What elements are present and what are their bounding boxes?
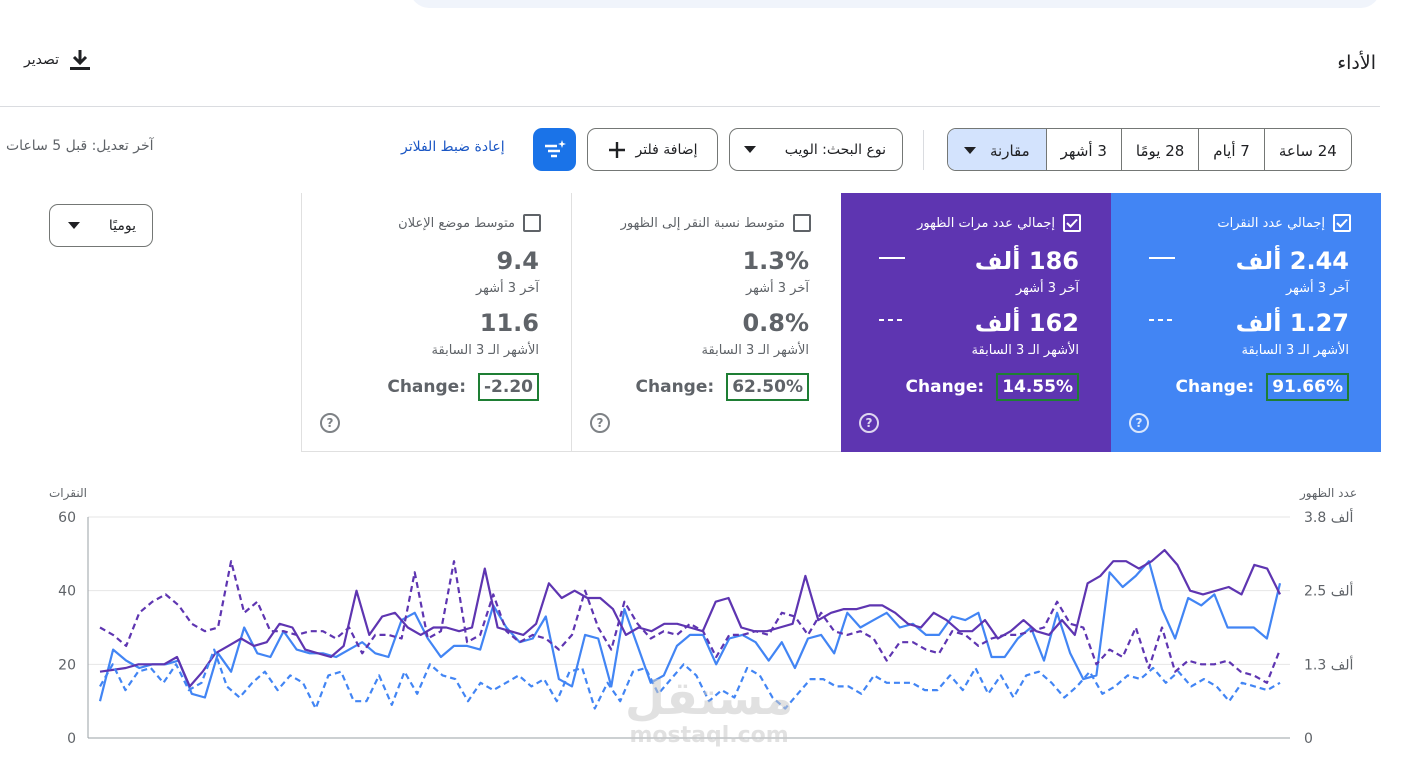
left-tick-label: 60 — [58, 510, 76, 526]
metric-value: 1.3% — [742, 247, 809, 275]
help-icon[interactable]: ? — [590, 413, 610, 433]
change-label: Change: — [387, 377, 466, 397]
add-filter-button[interactable]: إضافة فلتر — [587, 128, 718, 171]
metric-prev-label: الأشهر الـ 3 السابقة — [1241, 343, 1349, 358]
metric-card-ctr[interactable]: متوسط نسبة النقر إلى الظهور 1.3% آخر 3 أ… — [571, 193, 841, 452]
toolbar-divider — [923, 130, 924, 170]
checkbox-checked-icon[interactable] — [1063, 214, 1081, 232]
metric-title: متوسط موضع الإعلان — [398, 214, 541, 232]
chevron-down-icon — [744, 145, 756, 153]
right-tick-label: 2.5 ألف — [1304, 582, 1353, 600]
metric-title: إجمالي عدد مرات الظهور — [917, 214, 1081, 232]
chevron-down-icon — [964, 146, 976, 154]
left-axis-title: النقرات — [49, 486, 87, 500]
help-icon[interactable]: ? — [320, 413, 340, 433]
last-updated-text: آخر تعديل: قبل 5 ساعات — [6, 138, 154, 154]
series-line-3 — [99, 560, 1282, 684]
reset-filters-link[interactable]: إعادة ضبط الفلاتر — [401, 139, 505, 155]
metric-prev-label: الأشهر الـ 3 السابقة — [971, 343, 1079, 358]
change-label: Change: — [635, 377, 715, 397]
left-tick-label: 0 — [67, 731, 76, 747]
metric-change: Change: -2.20 — [387, 373, 539, 401]
metric-prev-value: 11.6 — [479, 309, 539, 337]
metric-value-label: آخر 3 أشهر — [1285, 281, 1349, 296]
range-3m[interactable]: 3 أشهر — [1045, 129, 1121, 170]
range-28d[interactable]: 28 يومًا — [1120, 129, 1199, 170]
watermark-url: mostaql.com — [629, 723, 789, 748]
metric-value: 9.4 — [496, 247, 539, 275]
plus-icon — [608, 141, 625, 158]
metric-title-label: متوسط موضع الإعلان — [398, 215, 515, 231]
metric-card-impressions[interactable]: إجمالي عدد مرات الظهور 186 ألف آخر 3 أشه… — [841, 193, 1111, 452]
change-value: 91.66% — [1266, 373, 1349, 401]
add-filter-label: إضافة فلتر — [635, 141, 698, 158]
search-bar-edge — [410, 0, 1380, 8]
metric-value-label: آخر 3 أشهر — [745, 281, 809, 296]
range-24h[interactable]: 24 ساعة — [1263, 129, 1351, 170]
right-tick-label: 1.3 ألف — [1304, 655, 1353, 673]
metric-card-clicks[interactable]: إجمالي عدد النقرات 2.44 ألف آخر 3 أشهر 1… — [1111, 193, 1381, 452]
metric-prev-label: الأشهر الـ 3 السابقة — [431, 343, 539, 358]
performance-header: الأداء تصدير — [0, 0, 1380, 107]
chevron-down-icon — [68, 221, 80, 229]
download-icon — [70, 50, 91, 70]
export-button[interactable]: تصدير — [24, 48, 91, 72]
help-icon[interactable]: ? — [1129, 413, 1149, 433]
help-icon[interactable]: ? — [859, 413, 879, 433]
metric-value-label: آخر 3 أشهر — [475, 281, 539, 296]
metric-title: إجمالي عدد النقرات — [1217, 214, 1351, 232]
metric-change: Change: 62.50% — [636, 373, 809, 401]
compare-label: مقارنة — [990, 141, 1030, 160]
metric-title: متوسط نسبة النقر إلى الظهور — [621, 214, 811, 232]
page-title: الأداء — [1337, 52, 1376, 74]
metric-change: Change: 14.55% — [906, 373, 1079, 401]
right-tick-label: 3.8 ألف — [1304, 508, 1353, 526]
checkbox-checked-icon[interactable] — [1333, 214, 1351, 232]
watermark: مستقل mostaql.com — [625, 672, 793, 748]
range-7d[interactable]: 7 أيام — [1198, 129, 1264, 170]
search-type-dropdown[interactable]: نوع البحث: الويب — [729, 128, 903, 171]
left-tick-label: 20 — [58, 657, 76, 673]
change-label: Change: — [1175, 377, 1255, 397]
change-label: Change: — [905, 377, 985, 397]
series-line-1 — [99, 548, 1281, 688]
metric-value-label: آخر 3 أشهر — [1015, 281, 1079, 296]
search-type-label: نوع البحث: الويب — [784, 141, 886, 158]
granularity-label: يوميًا — [108, 217, 136, 234]
metric-title-label: إجمالي عدد مرات الظهور — [917, 215, 1055, 231]
series-solid-line-icon — [879, 257, 905, 259]
metric-value: 186 ألف — [974, 247, 1079, 275]
compare-dropdown[interactable]: مقارنة — [948, 129, 1046, 170]
change-value: 62.50% — [726, 373, 809, 401]
change-value: 14.55% — [996, 373, 1079, 401]
metric-card-position[interactable]: متوسط موضع الإعلان 9.4 آخر 3 أشهر 11.6 ا… — [301, 193, 571, 452]
metric-value: 2.44 ألف — [1235, 247, 1349, 275]
series-dashed-line-icon — [879, 319, 905, 321]
right-axis-title: عدد الظهور — [1300, 486, 1357, 500]
series-dashed-line-icon — [1149, 319, 1175, 321]
date-range-selector: 24 ساعة 7 أيام 28 يومًا 3 أشهر مقارنة — [947, 128, 1352, 171]
metric-prev-value: 162 ألف — [974, 309, 1079, 337]
metric-prev-label: الأشهر الـ 3 السابقة — [701, 343, 809, 358]
metric-prev-value: 1.27 ألف — [1235, 309, 1349, 337]
checkbox-unchecked-icon[interactable] — [793, 214, 811, 232]
checkbox-unchecked-icon[interactable] — [523, 214, 541, 232]
left-tick-label: 40 — [58, 584, 76, 600]
right-tick-label: 0 — [1304, 731, 1313, 747]
filter-options-button[interactable] — [533, 128, 576, 171]
metric-title-label: متوسط نسبة النقر إلى الظهور — [620, 215, 785, 231]
metric-change: Change: 91.66% — [1176, 373, 1349, 401]
watermark-text: مستقل — [625, 671, 794, 725]
change-value: -2.20 — [478, 373, 539, 401]
metric-prev-value: 0.8% — [742, 309, 809, 337]
series-solid-line-icon — [1149, 257, 1175, 259]
export-label: تصدير — [24, 52, 60, 68]
granularity-dropdown[interactable]: يوميًا — [49, 204, 153, 247]
metric-title-label: إجمالي عدد النقرات — [1217, 215, 1325, 231]
filter-sparkle-icon — [544, 139, 566, 157]
